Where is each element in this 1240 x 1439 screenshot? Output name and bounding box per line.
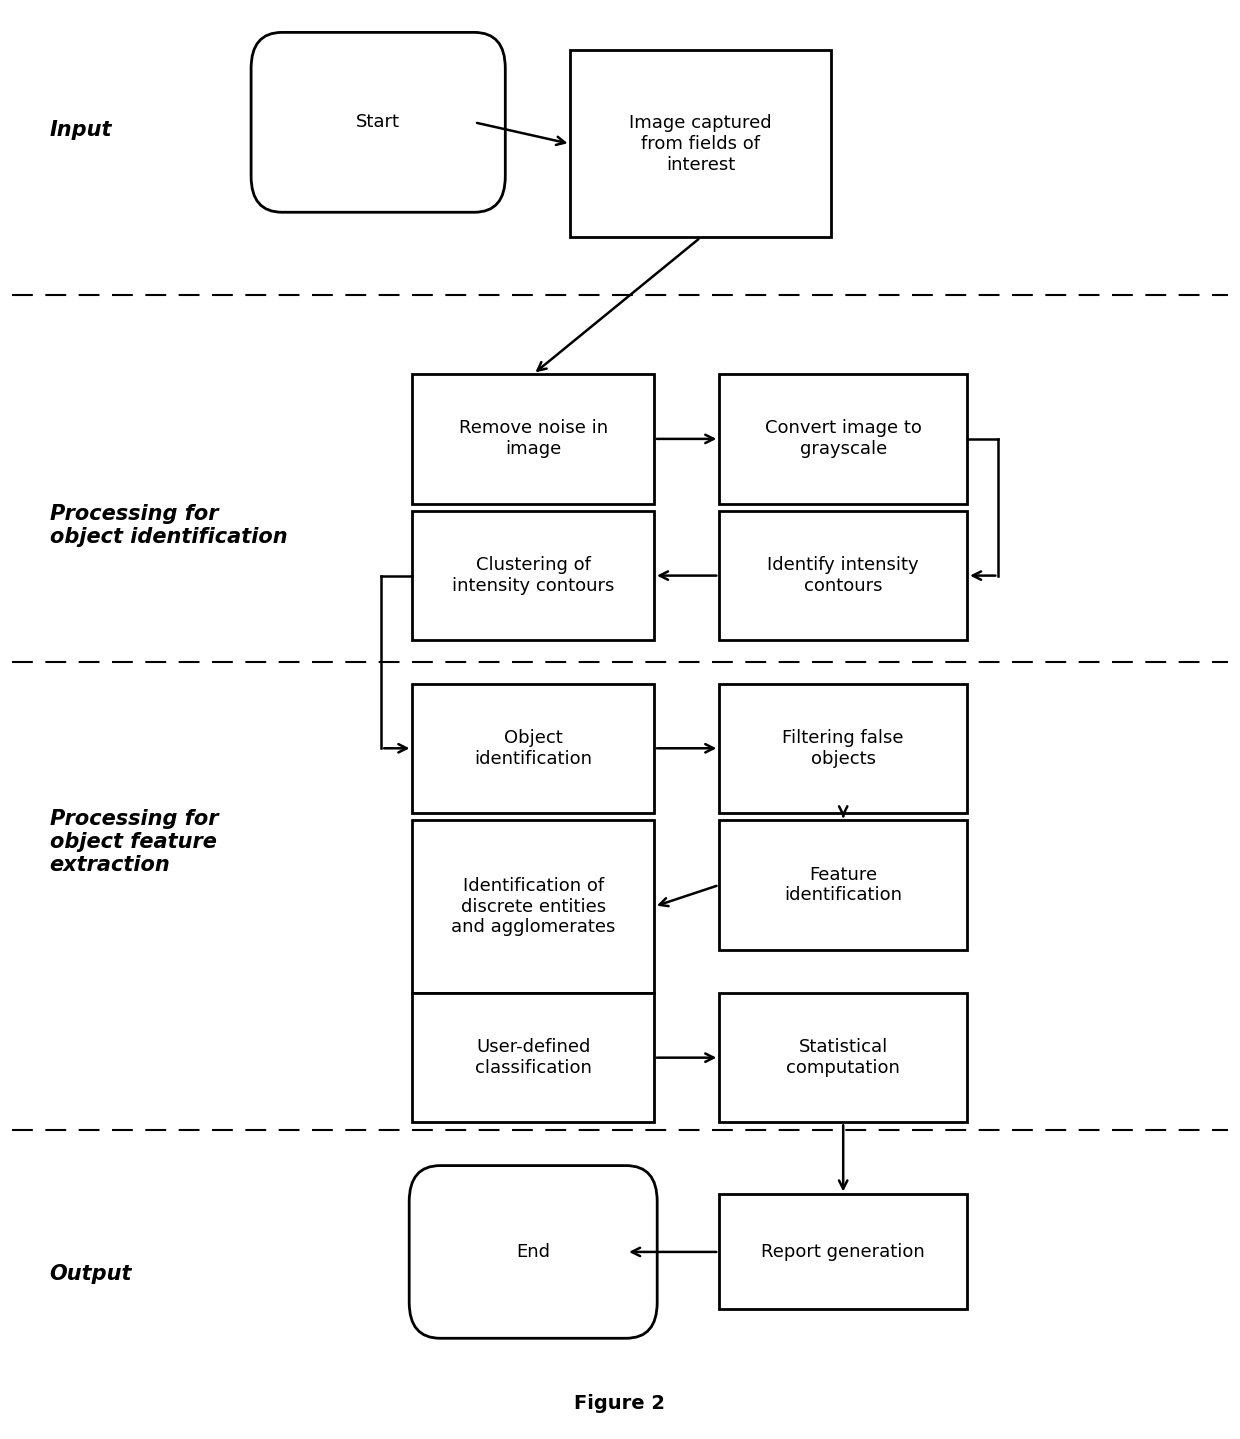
- Bar: [412, 511, 655, 640]
- FancyBboxPatch shape: [250, 33, 506, 213]
- Bar: [412, 820, 655, 993]
- Text: Processing for
object feature
extraction: Processing for object feature extraction: [50, 809, 218, 875]
- Text: Feature
identification: Feature identification: [784, 866, 903, 904]
- Text: Processing for
object identification: Processing for object identification: [50, 504, 288, 547]
- Text: End: End: [516, 1243, 551, 1261]
- Text: Report generation: Report generation: [761, 1243, 925, 1261]
- Bar: [570, 50, 831, 237]
- Text: Output: Output: [50, 1263, 133, 1284]
- Text: Image captured
from fields of
interest: Image captured from fields of interest: [629, 114, 773, 174]
- Bar: [719, 993, 967, 1122]
- Bar: [412, 684, 655, 813]
- Text: Figure 2: Figure 2: [574, 1393, 666, 1413]
- Text: Start: Start: [356, 114, 401, 131]
- Text: Object
identification: Object identification: [474, 730, 593, 767]
- Text: Remove noise in
image: Remove noise in image: [459, 420, 608, 458]
- Bar: [719, 820, 967, 950]
- Bar: [719, 374, 967, 504]
- Text: Identification of
discrete entities
and agglomerates: Identification of discrete entities and …: [451, 876, 615, 937]
- Text: Clustering of
intensity contours: Clustering of intensity contours: [453, 557, 614, 594]
- Bar: [412, 374, 655, 504]
- Bar: [719, 511, 967, 640]
- Text: Convert image to
grayscale: Convert image to grayscale: [765, 420, 921, 458]
- Text: User-defined
classification: User-defined classification: [475, 1039, 591, 1076]
- FancyBboxPatch shape: [409, 1166, 657, 1338]
- Text: Identify intensity
contours: Identify intensity contours: [768, 557, 919, 594]
- Text: Input: Input: [50, 119, 112, 140]
- Bar: [719, 1194, 967, 1309]
- Text: Filtering false
objects: Filtering false objects: [782, 730, 904, 767]
- Bar: [412, 993, 655, 1122]
- Bar: [719, 684, 967, 813]
- Text: Statistical
computation: Statistical computation: [786, 1039, 900, 1076]
